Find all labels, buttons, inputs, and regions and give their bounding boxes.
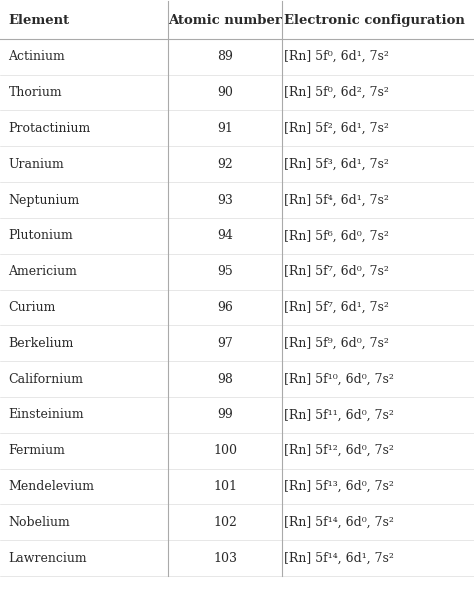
- Text: 91: 91: [217, 122, 233, 135]
- Text: Electronic configuration: Electronic configuration: [284, 13, 465, 27]
- Text: Plutonium: Plutonium: [9, 229, 73, 242]
- Text: [Rn] 5f⁰, 6d¹, 7s²: [Rn] 5f⁰, 6d¹, 7s²: [284, 50, 389, 63]
- Text: 101: 101: [213, 480, 237, 493]
- Text: Actinium: Actinium: [9, 50, 65, 63]
- Text: 93: 93: [217, 194, 233, 206]
- Text: [Rn] 5f¹³, 6d⁰, 7s²: [Rn] 5f¹³, 6d⁰, 7s²: [284, 480, 394, 493]
- Text: 103: 103: [213, 552, 237, 565]
- Text: Californium: Californium: [9, 373, 83, 385]
- Text: Element: Element: [9, 13, 70, 27]
- Text: Berkelium: Berkelium: [9, 337, 74, 350]
- Text: [Rn] 5f⁰, 6d², 7s²: [Rn] 5f⁰, 6d², 7s²: [284, 86, 389, 99]
- Text: Curium: Curium: [9, 301, 56, 314]
- Text: 102: 102: [213, 516, 237, 529]
- Text: 99: 99: [217, 409, 233, 421]
- Text: [Rn] 5f⁹, 6d⁰, 7s²: [Rn] 5f⁹, 6d⁰, 7s²: [284, 337, 389, 350]
- Text: Nobelium: Nobelium: [9, 516, 70, 529]
- Text: Thorium: Thorium: [9, 86, 62, 99]
- Text: [Rn] 5f¹⁴, 6d¹, 7s²: [Rn] 5f¹⁴, 6d¹, 7s²: [284, 552, 394, 565]
- Text: [Rn] 5f², 6d¹, 7s²: [Rn] 5f², 6d¹, 7s²: [284, 122, 389, 135]
- Text: [Rn] 5f¹⁰, 6d⁰, 7s²: [Rn] 5f¹⁰, 6d⁰, 7s²: [284, 373, 394, 385]
- Text: 94: 94: [217, 229, 233, 242]
- Text: [Rn] 5f¹¹, 6d⁰, 7s²: [Rn] 5f¹¹, 6d⁰, 7s²: [284, 409, 394, 421]
- Text: 100: 100: [213, 444, 237, 457]
- Text: 92: 92: [217, 158, 233, 171]
- Text: Protactinium: Protactinium: [9, 122, 91, 135]
- Text: Atomic number: Atomic number: [168, 13, 282, 27]
- Text: Uranium: Uranium: [9, 158, 64, 171]
- Text: 95: 95: [217, 265, 233, 278]
- Text: [Rn] 5f³, 6d¹, 7s²: [Rn] 5f³, 6d¹, 7s²: [284, 158, 389, 171]
- Text: Neptunium: Neptunium: [9, 194, 80, 206]
- Text: 98: 98: [217, 373, 233, 385]
- Text: 97: 97: [217, 337, 233, 350]
- Text: Einsteinium: Einsteinium: [9, 409, 84, 421]
- Text: 89: 89: [217, 50, 233, 63]
- Text: Americium: Americium: [9, 265, 77, 278]
- Text: 90: 90: [217, 86, 233, 99]
- Text: Lawrencium: Lawrencium: [9, 552, 87, 565]
- Text: Mendelevium: Mendelevium: [9, 480, 94, 493]
- Text: [Rn] 5f⁷, 6d¹, 7s²: [Rn] 5f⁷, 6d¹, 7s²: [284, 301, 389, 314]
- Text: [Rn] 5f¹², 6d⁰, 7s²: [Rn] 5f¹², 6d⁰, 7s²: [284, 444, 394, 457]
- Text: Fermium: Fermium: [9, 444, 65, 457]
- Text: 96: 96: [217, 301, 233, 314]
- Text: [Rn] 5f⁴, 6d¹, 7s²: [Rn] 5f⁴, 6d¹, 7s²: [284, 194, 389, 206]
- Text: [Rn] 5f⁶, 6d⁰, 7s²: [Rn] 5f⁶, 6d⁰, 7s²: [284, 229, 389, 242]
- Text: [Rn] 5f⁷, 6d⁰, 7s²: [Rn] 5f⁷, 6d⁰, 7s²: [284, 265, 389, 278]
- Text: [Rn] 5f¹⁴, 6d⁰, 7s²: [Rn] 5f¹⁴, 6d⁰, 7s²: [284, 516, 394, 529]
